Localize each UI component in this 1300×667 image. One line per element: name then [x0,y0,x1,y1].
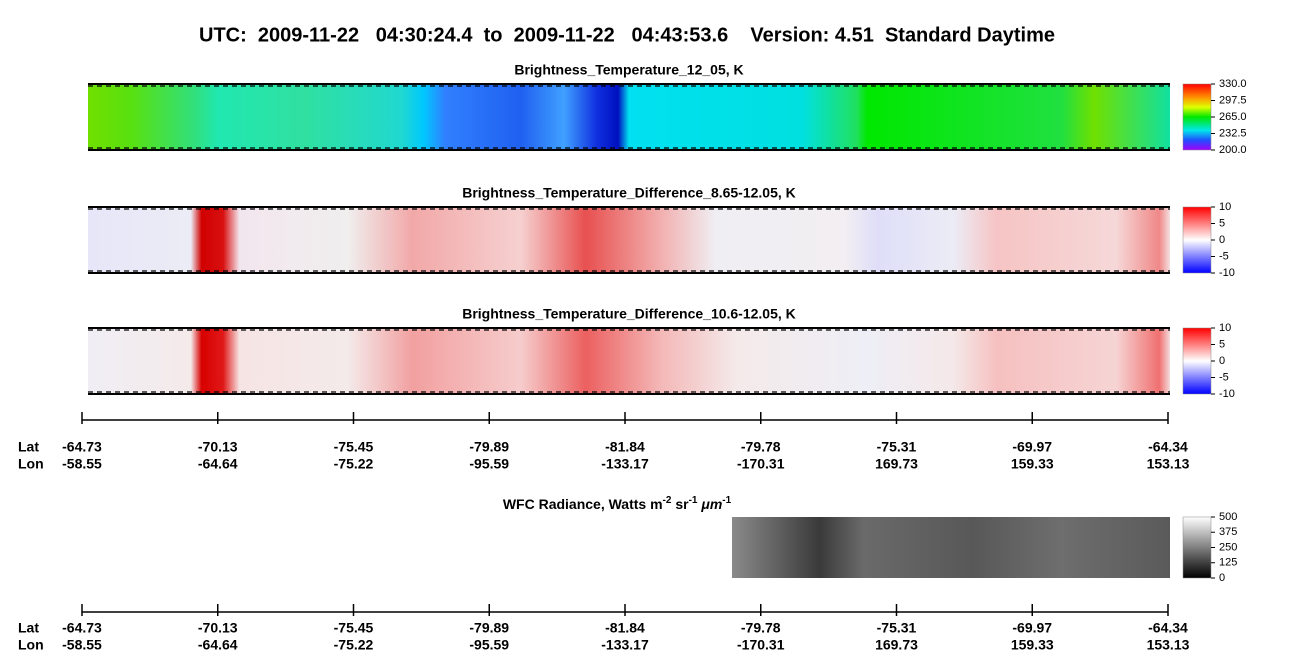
lon-value: 169.73 [875,456,918,472]
lat-value: -79.89 [469,620,509,636]
colorbar-label: 0 [1219,355,1225,367]
colorbar-label: 232.5 [1219,127,1247,139]
lon-value: -58.55 [62,637,102,653]
lon-value: -170.31 [737,456,785,472]
wfc-title-part: WFC Radiance, Watts m [503,496,663,512]
lon-value: -75.22 [334,637,374,653]
lat-value: -70.13 [198,620,238,636]
lon-label: Lon [18,637,44,653]
lat-value: -81.84 [605,439,645,455]
wfc-colorbar [1182,516,1212,579]
lat-label: Lat [18,439,39,455]
lat-value: -64.34 [1148,620,1188,636]
wfc-title-part: -1 [722,495,731,506]
wfc-title-part: sr [671,496,689,512]
wfc-title: WFC Radiance, Watts m-2 sr-1 μm-1 [503,495,732,512]
colorbar-label: 375 [1219,526,1237,538]
lon-value: -133.17 [601,456,649,472]
lon-value: 153.13 [1147,637,1190,653]
colorbar-label: 265.0 [1219,111,1247,123]
wfc-image [732,517,1170,578]
colorbar-label: 250 [1219,541,1237,553]
lat-value: -69.97 [1012,620,1052,636]
colorbar-label: 330.0 [1219,78,1247,90]
lat-value: -75.45 [334,439,374,455]
lat-value: -75.31 [877,439,917,455]
wfc-title-part: -1 [689,495,698,506]
colorbar-label: -5 [1219,371,1229,383]
lon-value: 169.73 [875,637,918,653]
lat-value: -79.78 [741,439,781,455]
lat-value: -70.13 [198,439,238,455]
lon-value: -95.59 [469,456,509,472]
lat-value: -64.73 [62,439,102,455]
image-strip [88,207,1170,273]
colorbar-label: 10 [1219,201,1231,213]
lat-value: -79.89 [469,439,509,455]
colorbar-label: 500 [1219,511,1237,523]
lon-value: 159.33 [1011,456,1054,472]
colorbar-label: 10 [1219,322,1231,334]
lon-value: -170.31 [737,637,785,653]
panel-title: Brightness_Temperature_Difference_8.65-1… [462,185,796,201]
colorbar-label: -10 [1219,267,1235,279]
colorbar-label: 0 [1219,572,1225,584]
lon-label: Lon [18,456,44,472]
lon-value: -64.64 [198,637,238,653]
lat-value: -64.73 [62,620,102,636]
colorbar [1182,327,1212,395]
wfc-title-part: -2 [663,495,672,506]
lon-value: 153.13 [1147,456,1190,472]
lon-value: -64.64 [198,456,238,472]
lon-value: -58.55 [62,456,102,472]
lon-value: -95.59 [469,637,509,653]
lat-value: -75.45 [334,620,374,636]
colorbar-label: 200.0 [1219,144,1247,156]
colorbar-label: 5 [1219,338,1225,350]
colorbar-label: -10 [1219,388,1235,400]
panel-title: Brightness_Temperature_Difference_10.6-1… [462,306,796,322]
lon-value: -133.17 [601,637,649,653]
page-title: UTC: 2009-11-22 04:30:24.4 to 2009-11-22… [199,24,1055,46]
colorbar-label: 125 [1219,557,1237,569]
colorbar-label: -5 [1219,250,1229,262]
lon-value: -75.22 [334,456,374,472]
colorbar-label: 5 [1219,217,1225,229]
lon-value: 159.33 [1011,637,1054,653]
lat-value: -75.31 [877,620,917,636]
colorbar [1182,83,1212,151]
wfc-title-part: μm [700,496,722,512]
image-strip [88,84,1170,150]
lat-value: -79.78 [741,620,781,636]
image-strip [88,328,1170,394]
colorbar [1182,206,1212,274]
panel-title: Brightness_Temperature_12_05, K [514,62,743,78]
colorbar-label: 0 [1219,234,1225,246]
lat-label: Lat [18,620,39,636]
lat-value: -69.97 [1012,439,1052,455]
lat-value: -81.84 [605,620,645,636]
colorbar-label: 297.5 [1219,94,1247,106]
lat-value: -64.34 [1148,439,1188,455]
